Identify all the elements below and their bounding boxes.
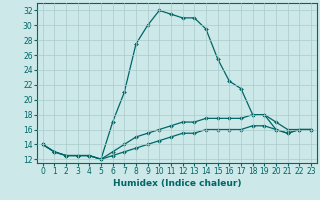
X-axis label: Humidex (Indice chaleur): Humidex (Indice chaleur)	[113, 179, 241, 188]
